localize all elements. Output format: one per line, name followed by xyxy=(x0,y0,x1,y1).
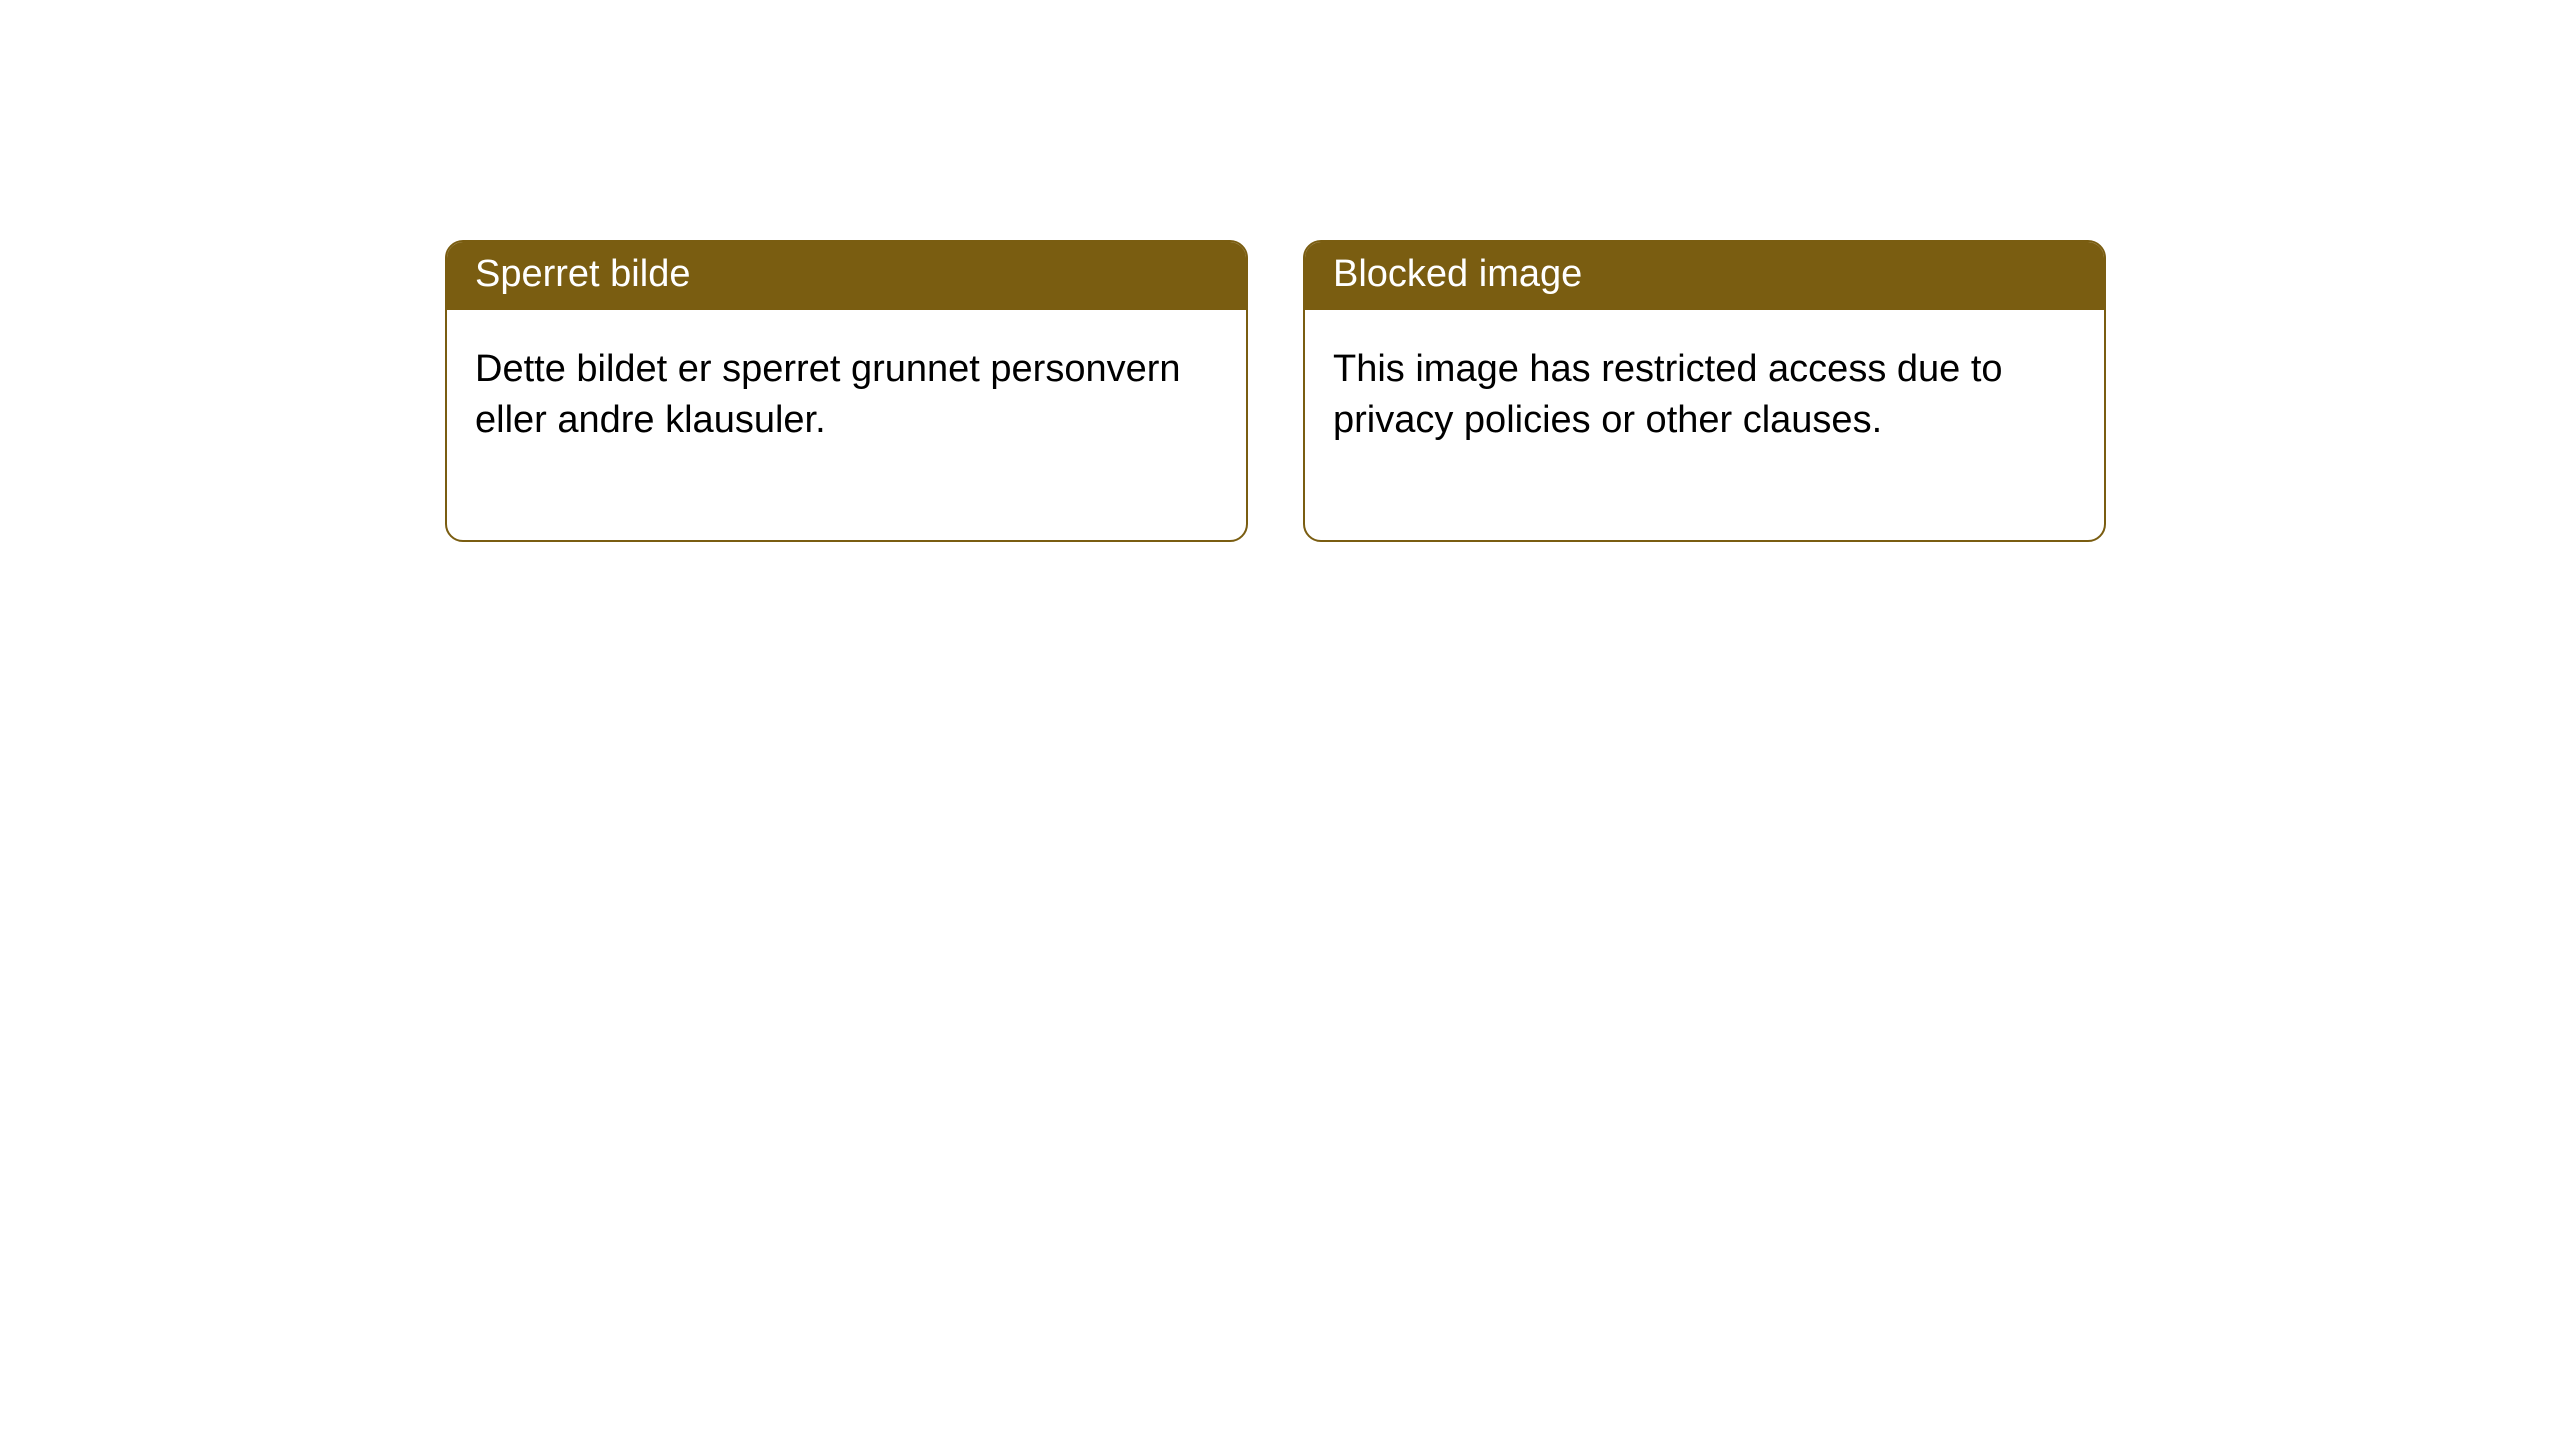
notice-box-norwegian: Sperret bilde Dette bildet er sperret gr… xyxy=(445,240,1248,542)
notice-header: Blocked image xyxy=(1305,242,2104,310)
notice-container: Sperret bilde Dette bildet er sperret gr… xyxy=(445,240,2106,542)
notice-header: Sperret bilde xyxy=(447,242,1246,310)
notice-box-english: Blocked image This image has restricted … xyxy=(1303,240,2106,542)
notice-body: Dette bildet er sperret grunnet personve… xyxy=(447,310,1246,540)
notice-title: Blocked image xyxy=(1333,253,1582,295)
notice-title: Sperret bilde xyxy=(475,253,690,295)
notice-body-text: Dette bildet er sperret grunnet personve… xyxy=(475,348,1181,441)
notice-body-text: This image has restricted access due to … xyxy=(1333,348,2003,441)
notice-body: This image has restricted access due to … xyxy=(1305,310,2104,540)
